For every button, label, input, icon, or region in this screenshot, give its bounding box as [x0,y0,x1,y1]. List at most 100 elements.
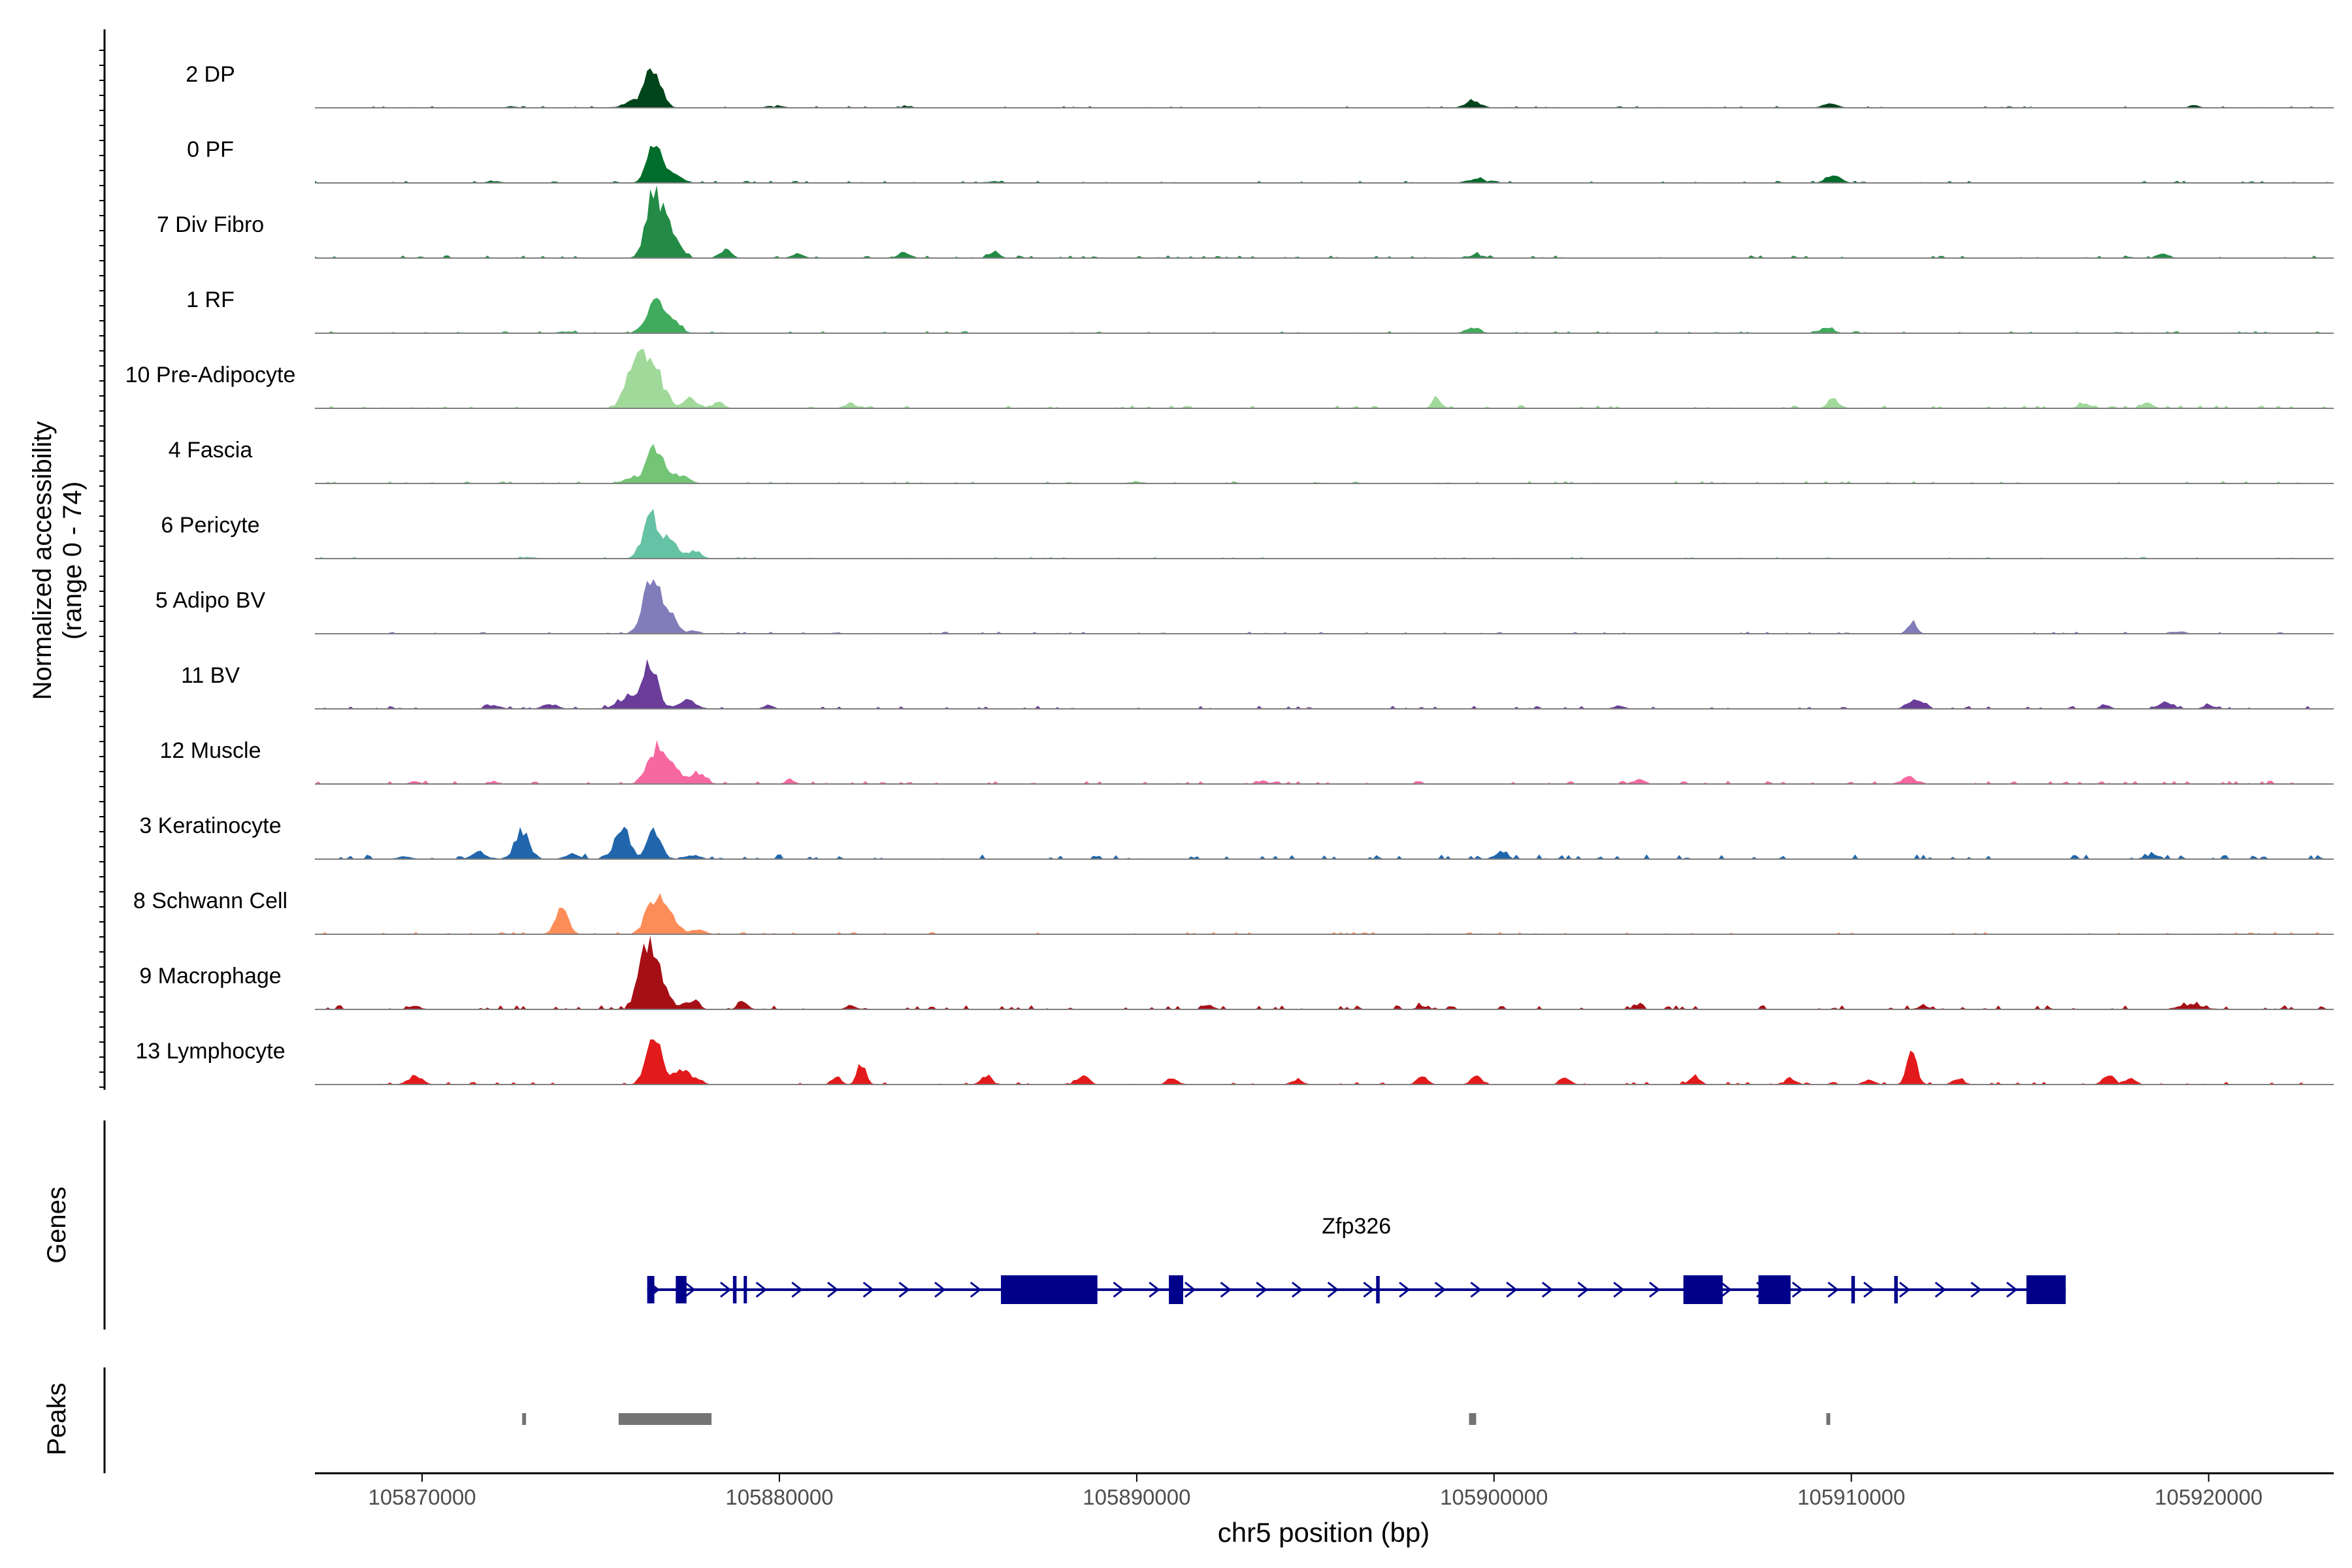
strand-arrow [1399,1281,1411,1298]
exon [647,1276,655,1303]
strand-arrow [755,1281,768,1298]
tracks-ylabel-line2: (range 0 - 74) [58,482,87,640]
coverage-area-7-div-fibro [315,185,2334,258]
strand-arrow [827,1281,839,1298]
strand-arrow [1184,1281,1196,1298]
exon [1169,1275,1183,1304]
coverage-area-3-keratinocyte [315,826,2334,859]
coverage-area-4-fascia [315,444,2334,483]
coverage-area-0-pf [315,146,2334,183]
strand-arrow [934,1281,946,1298]
exon [676,1276,687,1303]
coverage-area-10-pre-adipocyte [315,349,2334,408]
genes-panel: Zfp326 [103,1120,2066,1330]
exon [743,1276,747,1303]
track-label: 0 PF [187,137,234,162]
track-label: 5 Adipo BV [155,588,266,613]
coverage-area-9-macrophage [315,936,2334,1009]
track-3-keratinocyte: 3 Keratinocyte [139,813,2334,860]
strand-arrow [1256,1281,1267,1298]
exon [1894,1276,1898,1303]
track-label: 11 BV [181,663,240,688]
x-tick-label: 105920000 [2155,1485,2262,1509]
track-label: 4 Fascia [169,438,253,463]
track-12-muscle: 12 Muscle [160,738,2334,785]
coverage-area-12-muscle [315,740,2334,784]
strand-arrow [1648,1281,1661,1298]
strand-arrow [2006,1281,2018,1298]
track-2-dp: 2 DP [186,62,2334,108]
track-label: 12 Muscle [160,738,261,763]
peak-region [522,1413,527,1425]
track-label: 2 DP [186,62,235,87]
track-4-fascia: 4 Fascia [169,438,2334,484]
strand-arrow [1434,1281,1446,1298]
track-0-pf: 0 PF [187,137,2334,184]
x-tick-label: 105900000 [1440,1485,1548,1509]
strand-arrow [1220,1281,1232,1298]
strand-arrow [1541,1281,1554,1298]
exon [1001,1275,1098,1304]
coverage-area-11-bv [315,659,2334,709]
exon [1376,1276,1380,1303]
exon [1758,1275,1791,1304]
track-7-div-fibro: 7 Div Fibro [157,185,2334,259]
tracks-y-axis [99,29,106,1090]
strand-arrow [684,1281,696,1298]
strand-arrow [1791,1281,1804,1298]
strand-arrow [1363,1281,1375,1298]
strand-arrow [1827,1281,1839,1298]
peak-region [1469,1413,1477,1425]
strand-arrow [1863,1281,1875,1298]
track-label: 7 Div Fibro [157,212,264,237]
strand-arrow [862,1281,875,1298]
coverage-area-8-schwann-cell [315,893,2334,934]
peak-region [618,1413,712,1425]
track-9-macrophage: 9 Macrophage [139,936,2334,1010]
strand-arrow [1149,1281,1160,1298]
x-axis-label: chr5 position (bp) [1218,1517,1430,1548]
strand-arrow [791,1281,803,1298]
x-tick-label: 105870000 [368,1485,476,1509]
genes-panel-label: Genes [42,1186,71,1264]
x-tick-label: 105910000 [1797,1485,1905,1509]
track-11-bv: 11 BV [181,659,2334,710]
track-13-lymphocyte: 13 Lymphocyte [135,1039,2334,1085]
track-6-pericyte: 6 Pericyte [161,509,2334,559]
exon [732,1276,737,1303]
peaks-panel [103,1367,1831,1473]
coverage-area-2-dp [315,68,2334,108]
strand-arrow [1506,1281,1518,1298]
coverage-area-1-rf [315,297,2334,333]
strand-arrow [1470,1281,1482,1298]
strand-arrow [1935,1281,1946,1298]
tracks-ylabel-line1: Normalized accessibility [28,421,57,700]
strand-arrow [1899,1281,1911,1298]
peaks-panel-label: Peaks [42,1382,71,1455]
track-label: 13 Lymphocyte [135,1039,285,1064]
strand-arrow [1720,1281,1732,1298]
track-label: 9 Macrophage [139,964,281,988]
track-1-rf: 1 RF [186,287,2334,334]
x-tick-label: 105880000 [725,1485,833,1509]
strand-arrow [1327,1281,1339,1298]
strand-arrow [1577,1281,1589,1298]
x-axis: 105870000 105880000 105890000 105900000 1059… [315,1472,2334,1509]
track-label: 3 Keratinocyte [139,813,281,838]
track-label: 1 RF [186,287,235,312]
track-5-adipo-bv: 5 Adipo BV [155,579,2334,634]
strand-arrow [898,1281,910,1298]
coverage-area-5-adipo-bv [315,579,2334,634]
exon [1683,1275,1723,1304]
exon [1851,1276,1855,1303]
x-tick-label: 105890000 [1083,1485,1190,1509]
track-label: 10 Pre-Adipocyte [125,363,296,387]
gene-name: Zfp326 [1322,1214,1391,1239]
strand-arrow [1613,1281,1625,1298]
strand-arrow [1292,1281,1303,1298]
coverage-area-6-pericyte [315,509,2334,559]
track-10-pre-adipocyte: 10 Pre-Adipocyte [125,349,2334,409]
accessibility-tracks: 2 DP 0 PF 7 Div Fibro 1 RF 10 Pre-Adipocyte 4… [125,62,2334,1085]
strand-arrow [720,1281,732,1298]
